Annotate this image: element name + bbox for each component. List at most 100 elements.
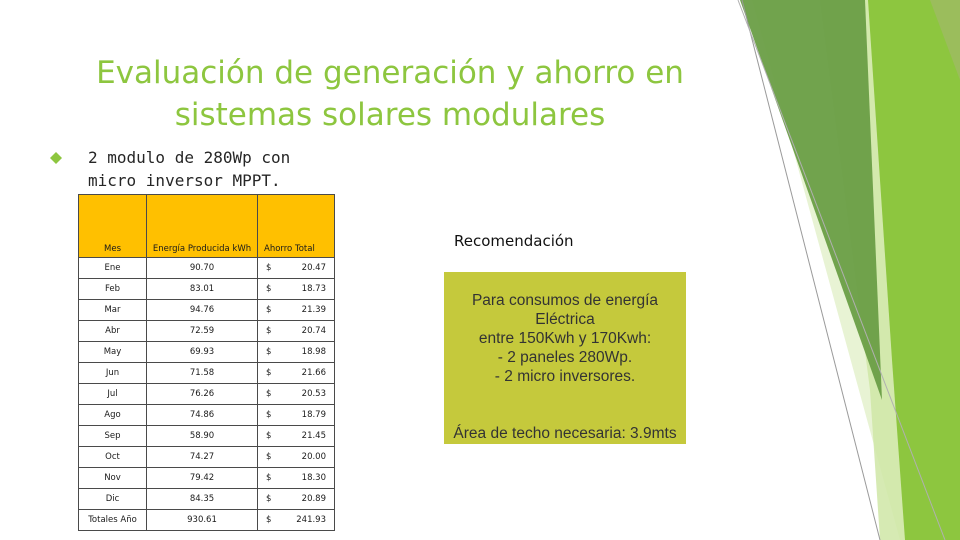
totals-row: Totales Año 930.61 $241.93 <box>78 509 335 531</box>
amount-value: 20.89 <box>301 494 326 504</box>
cell-energia: 84.35 <box>146 488 258 510</box>
table-header-row: Mes Energía Producida kWh Ahorro Total <box>78 194 335 258</box>
table-row: May 69.93 $18.98 <box>78 341 335 363</box>
recommendation-block-1: Para consumos de energía Eléctrica entre… <box>444 291 686 348</box>
currency-symbol: $ <box>266 494 272 504</box>
amount-value: 18.30 <box>301 473 326 483</box>
table-row: Ago 74.86 $18.79 <box>78 404 335 426</box>
cell-ahorro: $20.47 <box>257 257 335 279</box>
cell-ahorro: $20.00 <box>257 446 335 468</box>
cell-mes: Jul <box>78 383 147 405</box>
cell-mes: May <box>78 341 147 363</box>
amount-value: 18.73 <box>301 284 326 294</box>
cell-ahorro: $21.45 <box>257 425 335 447</box>
cell-energia: 71.58 <box>146 362 258 384</box>
slide-title: Evaluación de generación y ahorro en sis… <box>96 55 684 133</box>
cell-mes: Oct <box>78 446 147 468</box>
recommendation-block-2: - 2 paneles 280Wp. - 2 micro inversores. <box>444 348 686 386</box>
recommendation-line-2: entre 150Kwh y 170Kwh: <box>478 330 652 347</box>
cell-ahorro: $21.66 <box>257 362 335 384</box>
amount-value: 20.53 <box>301 389 326 399</box>
diamond-bullet-icon <box>50 152 62 164</box>
amount-value: 241.93 <box>296 515 326 525</box>
currency-symbol: $ <box>266 368 272 378</box>
cell-energia: 72.59 <box>146 320 258 342</box>
cell-mes: Mar <box>78 299 147 321</box>
table-row: Abr 72.59 $20.74 <box>78 320 335 342</box>
accent-line-2 <box>737 0 946 540</box>
cell-energia: 79.42 <box>146 467 258 489</box>
currency-symbol: $ <box>266 389 272 399</box>
cell-mes: Ene <box>78 257 147 279</box>
amount-value: 18.79 <box>301 410 326 420</box>
table-row: Ene 90.70 $20.47 <box>78 257 335 279</box>
amount-value: 18.98 <box>301 347 326 357</box>
cell-mes: Sep <box>78 425 147 447</box>
cell-ahorro: $18.73 <box>257 278 335 300</box>
recommendation-line-3: - 2 paneles 280Wp. <box>497 349 633 366</box>
cell-ahorro: $18.98 <box>257 341 335 363</box>
cell-mes: Totales Año <box>78 509 147 531</box>
cell-energia: 76.26 <box>146 383 258 405</box>
cell-energia: 94.76 <box>146 299 258 321</box>
cell-energia: 90.70 <box>146 257 258 279</box>
currency-symbol: $ <box>266 515 272 525</box>
amount-value: 20.00 <box>301 452 326 462</box>
cell-ahorro: $18.30 <box>257 467 335 489</box>
bullet-text: 2 modulo de 280Wp con micro inversor MPP… <box>88 148 291 190</box>
cell-energia: 58.90 <box>146 425 258 447</box>
table-row: Sep 58.90 $21.45 <box>78 425 335 447</box>
amount-value: 21.45 <box>301 431 326 441</box>
cell-energia: 930.61 <box>146 509 258 531</box>
table-row: Jun 71.58 $21.66 <box>78 362 335 384</box>
cell-mes: Abr <box>78 320 147 342</box>
cell-energia: 83.01 <box>146 278 258 300</box>
cell-ahorro: $20.74 <box>257 320 335 342</box>
header-ahorro: Ahorro Total <box>257 194 335 258</box>
recommendation-line-4: - 2 micro inversores. <box>494 368 636 385</box>
cell-mes: Jun <box>78 362 147 384</box>
recommendation-box: Para consumos de energía Eléctrica entre… <box>444 272 686 444</box>
accent-line <box>741 0 881 540</box>
cell-ahorro: $18.79 <box>257 404 335 426</box>
currency-symbol: $ <box>266 347 272 357</box>
cell-ahorro: $20.89 <box>257 488 335 510</box>
dark-green-shape <box>740 0 882 400</box>
cell-ahorro: $241.93 <box>257 509 335 531</box>
currency-symbol: $ <box>266 263 272 273</box>
currency-symbol: $ <box>266 431 272 441</box>
cell-mes: Dic <box>78 488 147 510</box>
header-mes: Mes <box>78 194 147 258</box>
cell-mes: Nov <box>78 467 147 489</box>
amount-value: 21.66 <box>301 368 326 378</box>
table-row: Nov 79.42 $18.30 <box>78 467 335 489</box>
cell-ahorro: $20.53 <box>257 383 335 405</box>
recommendation-line-5: Área de techo necesaria: 3.9mts <box>453 425 677 442</box>
cell-energia: 74.27 <box>146 446 258 468</box>
currency-symbol: $ <box>266 305 272 315</box>
bright-green-shape <box>868 0 960 540</box>
currency-symbol: $ <box>266 410 272 420</box>
amount-value: 21.39 <box>301 305 326 315</box>
generation-savings-table: Mes Energía Producida kWh Ahorro Total E… <box>78 194 335 531</box>
olive-shape <box>930 0 960 80</box>
header-energia: Energía Producida kWh <box>146 194 258 258</box>
currency-symbol: $ <box>266 284 272 294</box>
currency-symbol: $ <box>266 452 272 462</box>
table-row: Dic 84.35 $20.89 <box>78 488 335 510</box>
currency-symbol: $ <box>266 326 272 336</box>
recommendation-title: Recomendación <box>454 232 574 250</box>
recommendation-line-1: Para consumos de energía Eléctrica <box>471 292 659 328</box>
amount-value: 20.74 <box>301 326 326 336</box>
cell-mes: Feb <box>78 278 147 300</box>
currency-symbol: $ <box>266 473 272 483</box>
table-row: Mar 94.76 $21.39 <box>78 299 335 321</box>
table-row: Oct 74.27 $20.00 <box>78 446 335 468</box>
cell-energia: 74.86 <box>146 404 258 426</box>
cell-mes: Ago <box>78 404 147 426</box>
cell-energia: 69.93 <box>146 341 258 363</box>
table-row: Jul 76.26 $20.53 <box>78 383 335 405</box>
amount-value: 20.47 <box>301 263 326 273</box>
cell-ahorro: $21.39 <box>257 299 335 321</box>
